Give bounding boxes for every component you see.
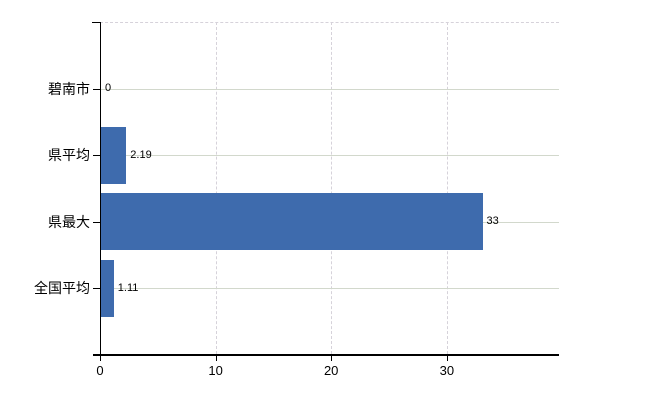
- x-tick: [100, 356, 101, 361]
- y-tick: [93, 88, 100, 90]
- plot-top-border: [100, 22, 559, 23]
- category-label: 県平均: [48, 147, 90, 164]
- y-tick: [93, 288, 100, 290]
- x-tick-label: 20: [323, 363, 339, 378]
- category-label: 県最大: [48, 213, 90, 230]
- x-tick-label: 10: [208, 363, 223, 378]
- y-axis-top-tick: [92, 22, 100, 23]
- category-label: 碧南市: [48, 80, 90, 97]
- bar: [101, 193, 483, 251]
- x-tick: [331, 356, 333, 361]
- x-tick: [446, 356, 448, 361]
- h-gridline: [101, 155, 559, 157]
- y-axis-line: [100, 22, 101, 355]
- bar: [101, 259, 114, 317]
- value-label: 0: [105, 82, 112, 95]
- x-tick-label: 0: [96, 363, 104, 378]
- h-gridline: [101, 288, 559, 290]
- value-label: 33: [486, 215, 499, 228]
- y-tick: [93, 155, 100, 157]
- category-label: 全国平均: [34, 280, 90, 297]
- x-tick-label: 30: [439, 363, 455, 378]
- v-gridline: [446, 22, 448, 354]
- v-gridline: [331, 22, 333, 354]
- bar: [101, 126, 127, 184]
- x-tick: [215, 356, 217, 361]
- value-label: 1.11: [117, 281, 139, 294]
- value-label: 2.19: [130, 148, 152, 161]
- y-tick: [93, 221, 100, 223]
- x-axis-line: [93, 354, 559, 356]
- h-gridline: [101, 88, 559, 90]
- v-gridline: [215, 22, 217, 354]
